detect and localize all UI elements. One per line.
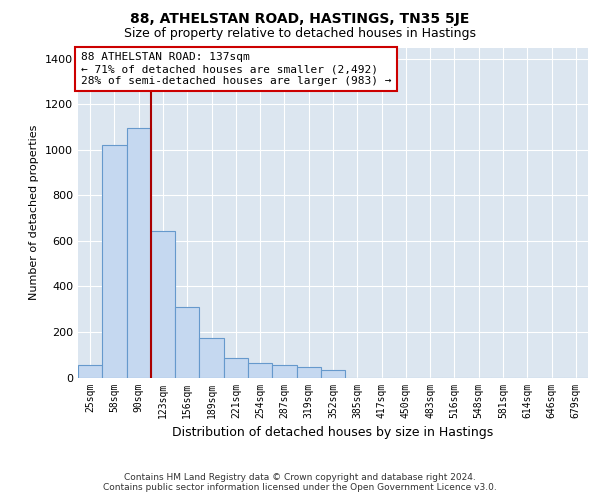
- Text: 88, ATHELSTAN ROAD, HASTINGS, TN35 5JE: 88, ATHELSTAN ROAD, HASTINGS, TN35 5JE: [130, 12, 470, 26]
- Text: Contains HM Land Registry data © Crown copyright and database right 2024.
Contai: Contains HM Land Registry data © Crown c…: [103, 473, 497, 492]
- Bar: [224, 358, 248, 378]
- Bar: [175, 307, 199, 378]
- Bar: [296, 368, 321, 378]
- Text: 88 ATHELSTAN ROAD: 137sqm
← 71% of detached houses are smaller (2,492)
28% of se: 88 ATHELSTAN ROAD: 137sqm ← 71% of detac…: [80, 52, 391, 86]
- Bar: [127, 128, 151, 378]
- Bar: [272, 365, 296, 378]
- Y-axis label: Number of detached properties: Number of detached properties: [29, 125, 40, 300]
- Bar: [102, 146, 127, 378]
- Bar: [199, 338, 224, 378]
- Text: Size of property relative to detached houses in Hastings: Size of property relative to detached ho…: [124, 28, 476, 40]
- Bar: [248, 362, 272, 378]
- Bar: [78, 365, 102, 378]
- Bar: [321, 370, 345, 378]
- X-axis label: Distribution of detached houses by size in Hastings: Distribution of detached houses by size …: [172, 426, 494, 439]
- Bar: [151, 230, 175, 378]
